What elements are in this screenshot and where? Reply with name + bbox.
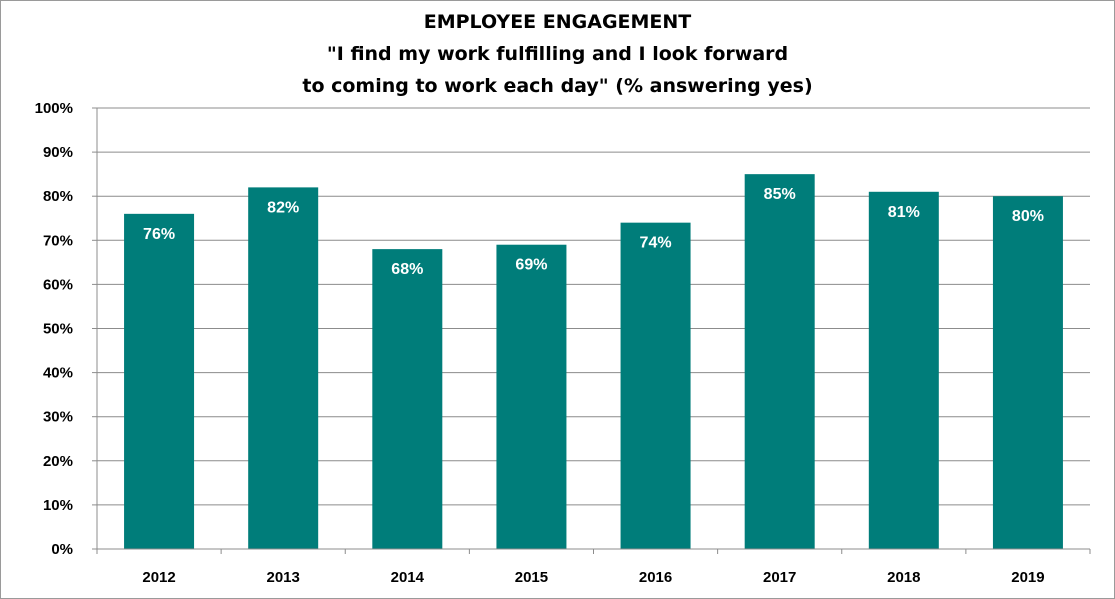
y-tick-label: 60% [43, 276, 73, 293]
bar-2014 [372, 249, 443, 549]
x-tick-label: 2017 [763, 569, 796, 586]
bars [124, 174, 1063, 550]
axes [92, 107, 1091, 554]
data-label: 74% [640, 235, 672, 252]
bar-2019 [992, 196, 1063, 549]
data-label: 85% [764, 186, 796, 203]
bar-2018 [868, 191, 939, 550]
y-tick-label: 100% [35, 100, 73, 117]
data-label: 76% [143, 226, 175, 243]
gridlines [97, 107, 1090, 506]
y-tick-label: 50% [43, 321, 73, 338]
y-tick-label: 70% [43, 232, 73, 249]
chart-title: EMPLOYEE ENGAGEMENT [423, 11, 692, 33]
data-label: 82% [267, 199, 299, 216]
bar-2015 [496, 244, 567, 549]
x-tick-label: 2015 [515, 569, 548, 586]
x-tick-label: 2013 [267, 569, 300, 586]
chart-subtitle-line-1: "I find my work fulfilling and I look fo… [326, 43, 789, 65]
y-tick-label: 30% [43, 409, 73, 426]
bar-2012 [124, 213, 195, 549]
x-axis-tick-labels: 2012 2013 2014 2015 2016 2017 2018 2019 [142, 569, 1044, 586]
data-label: 81% [888, 204, 920, 221]
bar-2017 [744, 174, 815, 549]
chart-subtitle-line-2: to coming to work each day" (% answering… [302, 75, 813, 97]
data-labels: 76% 82% 68% 69% 74% 85% 81% 80% [143, 186, 1044, 278]
data-label: 80% [1012, 208, 1044, 225]
data-label: 69% [515, 257, 547, 274]
x-tick-label: 2019 [1011, 569, 1044, 586]
x-tick-label: 2014 [391, 569, 425, 586]
x-tick-label: 2012 [142, 569, 175, 586]
y-tick-label: 20% [43, 453, 73, 470]
x-tick-label: 2018 [887, 569, 920, 586]
y-tick-label: 40% [43, 365, 73, 382]
data-label: 68% [391, 261, 423, 278]
y-tick-label: 80% [43, 188, 73, 205]
y-tick-label: 0% [51, 541, 73, 558]
y-tick-label: 10% [43, 497, 73, 514]
y-tick-label: 90% [43, 144, 73, 161]
bar-2016 [620, 222, 691, 549]
x-tick-label: 2016 [639, 569, 672, 586]
bar-2013 [248, 187, 319, 549]
y-axis-tick-labels: 0% 10% 20% 30% 40% 50% 60% 70% 80% 90% 100% [35, 100, 73, 558]
